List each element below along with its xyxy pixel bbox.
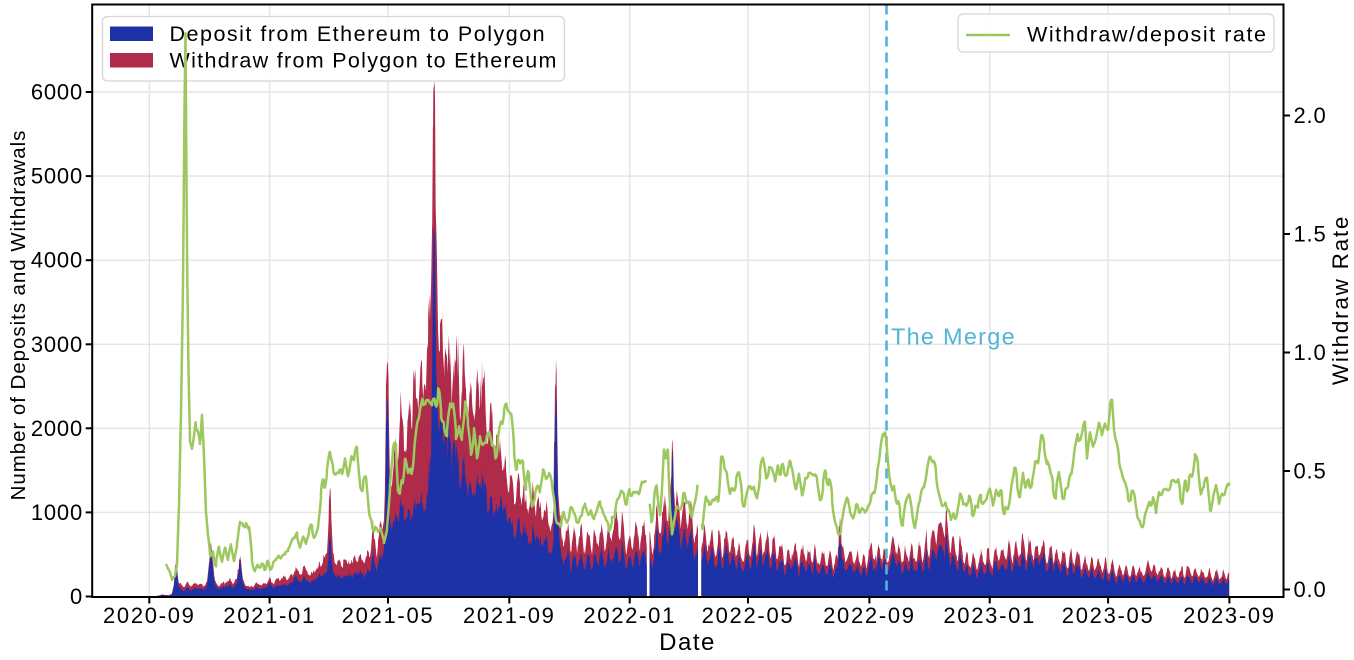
svg-text:Number of Deposits and Withdra: Number of Deposits and Withdrawals [7, 130, 30, 501]
svg-text:2023-09: 2023-09 [1183, 603, 1276, 628]
svg-text:0: 0 [70, 584, 83, 609]
svg-text:Withdraw Rate: Withdraw Rate [1328, 215, 1353, 385]
svg-text:3000: 3000 [31, 332, 83, 357]
svg-text:2021-05: 2021-05 [342, 603, 435, 628]
svg-text:2022-05: 2022-05 [702, 603, 795, 628]
svg-text:1000: 1000 [31, 500, 83, 525]
svg-text:6000: 6000 [31, 80, 83, 105]
svg-text:2021-01: 2021-01 [223, 603, 316, 628]
svg-text:Withdraw from Polygon to Ether: Withdraw from Polygon to Ethereum [170, 49, 558, 73]
svg-text:0.0: 0.0 [1294, 577, 1327, 602]
svg-text:1.0: 1.0 [1294, 340, 1327, 365]
svg-text:0.5: 0.5 [1294, 459, 1327, 484]
svg-text:2021-09: 2021-09 [463, 603, 556, 628]
svg-text:5000: 5000 [31, 164, 83, 189]
svg-text:Withdraw/deposit rate: Withdraw/deposit rate [1027, 23, 1267, 47]
svg-text:4000: 4000 [31, 248, 83, 273]
svg-text:2022-09: 2022-09 [823, 603, 916, 628]
svg-text:The Merge: The Merge [891, 324, 1016, 350]
svg-text:2.0: 2.0 [1294, 103, 1327, 128]
svg-text:2023-01: 2023-01 [943, 603, 1036, 628]
svg-text:Deposit from Ethereum to Polyg: Deposit from Ethereum to Polygon [170, 22, 547, 46]
svg-text:Date: Date [659, 629, 716, 656]
svg-text:2022-01: 2022-01 [583, 603, 676, 628]
svg-text:2023-05: 2023-05 [1062, 603, 1155, 628]
svg-text:2000: 2000 [31, 416, 83, 441]
svg-text:2020-09: 2020-09 [103, 603, 196, 628]
svg-text:1.5: 1.5 [1294, 222, 1327, 247]
